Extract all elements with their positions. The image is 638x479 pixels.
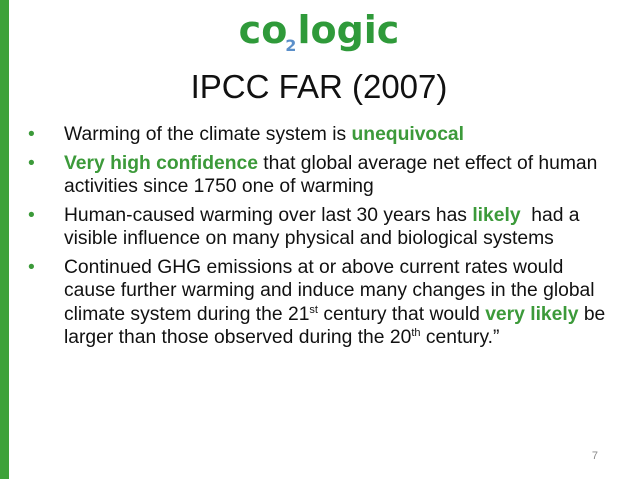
highlight-text: very likely	[485, 303, 579, 325]
bullet-item: • Human-caused warming over last 30 year…	[28, 204, 608, 251]
logo-text-logic: logic	[297, 8, 400, 52]
co2logic-logo: co2logic	[0, 4, 638, 72]
superscript: th	[411, 327, 421, 339]
bullet-text: be larger than those observed during the…	[64, 303, 606, 349]
page-number: 7	[591, 450, 598, 462]
highlight-text: unequivocal	[351, 124, 465, 145]
bullet-text: Continued GHG emissions at or above curr…	[64, 256, 595, 325]
bullet-dot: •	[28, 256, 35, 278]
logo-text-o: o	[261, 8, 288, 52]
logo-text-c: c	[238, 8, 262, 52]
left-accent-bar	[0, 0, 9, 479]
bullet-item: • Continued GHG emissions at or above cu…	[28, 256, 608, 350]
bullet-dot: •	[28, 152, 35, 174]
slide-title: IPCC FAR (2007)	[190, 68, 448, 105]
bullet-text: century.”	[420, 327, 500, 348]
bullet-item: • Warming of the climate system is unequ…	[28, 123, 608, 147]
bullet-text: had a visible influence on many physical…	[64, 204, 585, 250]
bullet-list: • Warming of the climate system is unequ…	[28, 123, 608, 355]
bullet-text: century that would	[317, 303, 486, 325]
bullet-item: • Very high confidence that global avera…	[28, 152, 608, 199]
highlight-text: Very high confidence	[64, 152, 258, 174]
bullet-dot: •	[28, 204, 35, 226]
bullet-text: Warming of the climate system is	[64, 124, 352, 145]
logo-subscript-2: 2	[285, 36, 297, 55]
bullet-text: that global average net effect of human …	[64, 152, 598, 198]
bullet-text: Human-caused warming over last 30 years …	[64, 204, 473, 226]
bullet-dot: •	[28, 124, 35, 145]
highlight-text: likely	[472, 204, 521, 226]
superscript: st	[309, 303, 318, 316]
